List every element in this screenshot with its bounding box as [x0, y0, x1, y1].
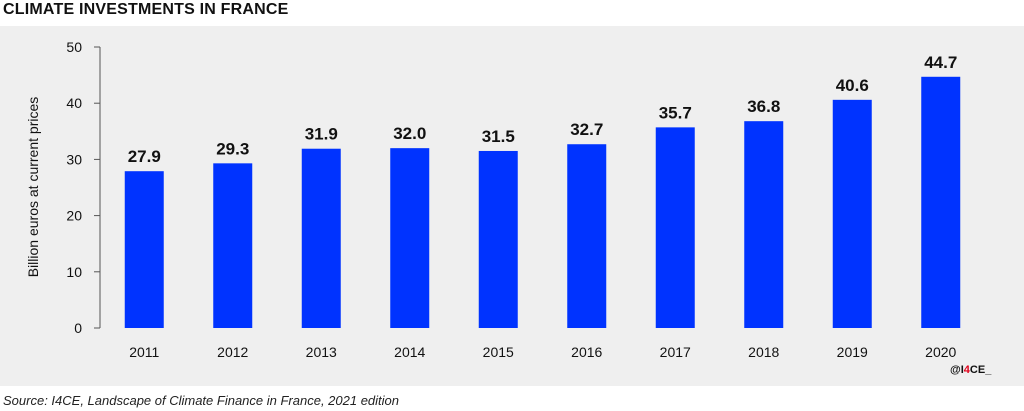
- y-tick-label: 50: [66, 39, 82, 55]
- brand-mark: @I4CE_: [950, 364, 991, 376]
- x-axis: 2011 2012 2013 2014 2015 2016 2017 2018 2019 2020: [129, 344, 956, 360]
- x-tick-label: 2012: [217, 344, 248, 360]
- x-tick-label: 2013: [306, 344, 337, 360]
- x-tick-label: 2018: [748, 344, 779, 360]
- x-tick-label: 2017: [660, 344, 691, 360]
- bar-value-label: 31.5: [482, 127, 515, 146]
- bar-2020: [921, 76, 961, 328]
- chart-title: CLIMATE INVESTMENTS IN FRANCE: [3, 1, 289, 18]
- x-tick-label: 2015: [483, 344, 514, 360]
- y-tick-label: 10: [66, 264, 82, 280]
- source-note: Source: I4CE, Landscape of Climate Finan…: [3, 393, 400, 408]
- y-axis: 0 10 20 30 40 50: [66, 39, 101, 336]
- bar-2014: [390, 148, 430, 328]
- y-tick-label: 30: [66, 151, 82, 167]
- bar-2013: [301, 148, 341, 328]
- bar-value-label: 32.0: [393, 124, 426, 143]
- x-tick-label: 2014: [394, 344, 425, 360]
- bar-2016: [567, 144, 607, 328]
- bar-2018: [744, 121, 784, 329]
- y-axis-label: Billion euros at current prices: [25, 97, 41, 278]
- x-tick-label: 2020: [925, 344, 956, 360]
- brand-prefix: @I: [950, 364, 964, 376]
- y-tick-label: 0: [74, 320, 82, 336]
- bar-value-label: 44.7: [924, 53, 957, 72]
- bar-2019: [832, 99, 872, 328]
- bar-value-label: 27.9: [128, 147, 161, 166]
- x-tick-label: 2011: [129, 344, 159, 360]
- bar-2012: [213, 163, 253, 328]
- bar-value-label: 31.9: [305, 125, 338, 144]
- bar-value-label: 32.7: [570, 120, 603, 139]
- bar-value-label: 29.3: [216, 139, 249, 158]
- brand-suffix: CE_: [969, 364, 992, 376]
- bar-value-label: 36.8: [747, 97, 780, 116]
- bar-2011: [124, 171, 164, 328]
- bars: 27.9 29.3 31.9 32.0 31.5 32.7 35.7 36.8 40.6 44.7: [124, 53, 961, 329]
- bar-2015: [478, 150, 518, 328]
- bar-value-label: 35.7: [659, 103, 692, 122]
- bar-value-label: 40.6: [836, 76, 869, 95]
- y-tick-label: 20: [66, 208, 82, 224]
- y-tick-label: 40: [66, 95, 82, 111]
- x-tick-label: 2019: [837, 344, 868, 360]
- x-tick-label: 2016: [571, 344, 602, 360]
- brand-accent: 4: [963, 364, 970, 376]
- bar-2017: [655, 127, 695, 328]
